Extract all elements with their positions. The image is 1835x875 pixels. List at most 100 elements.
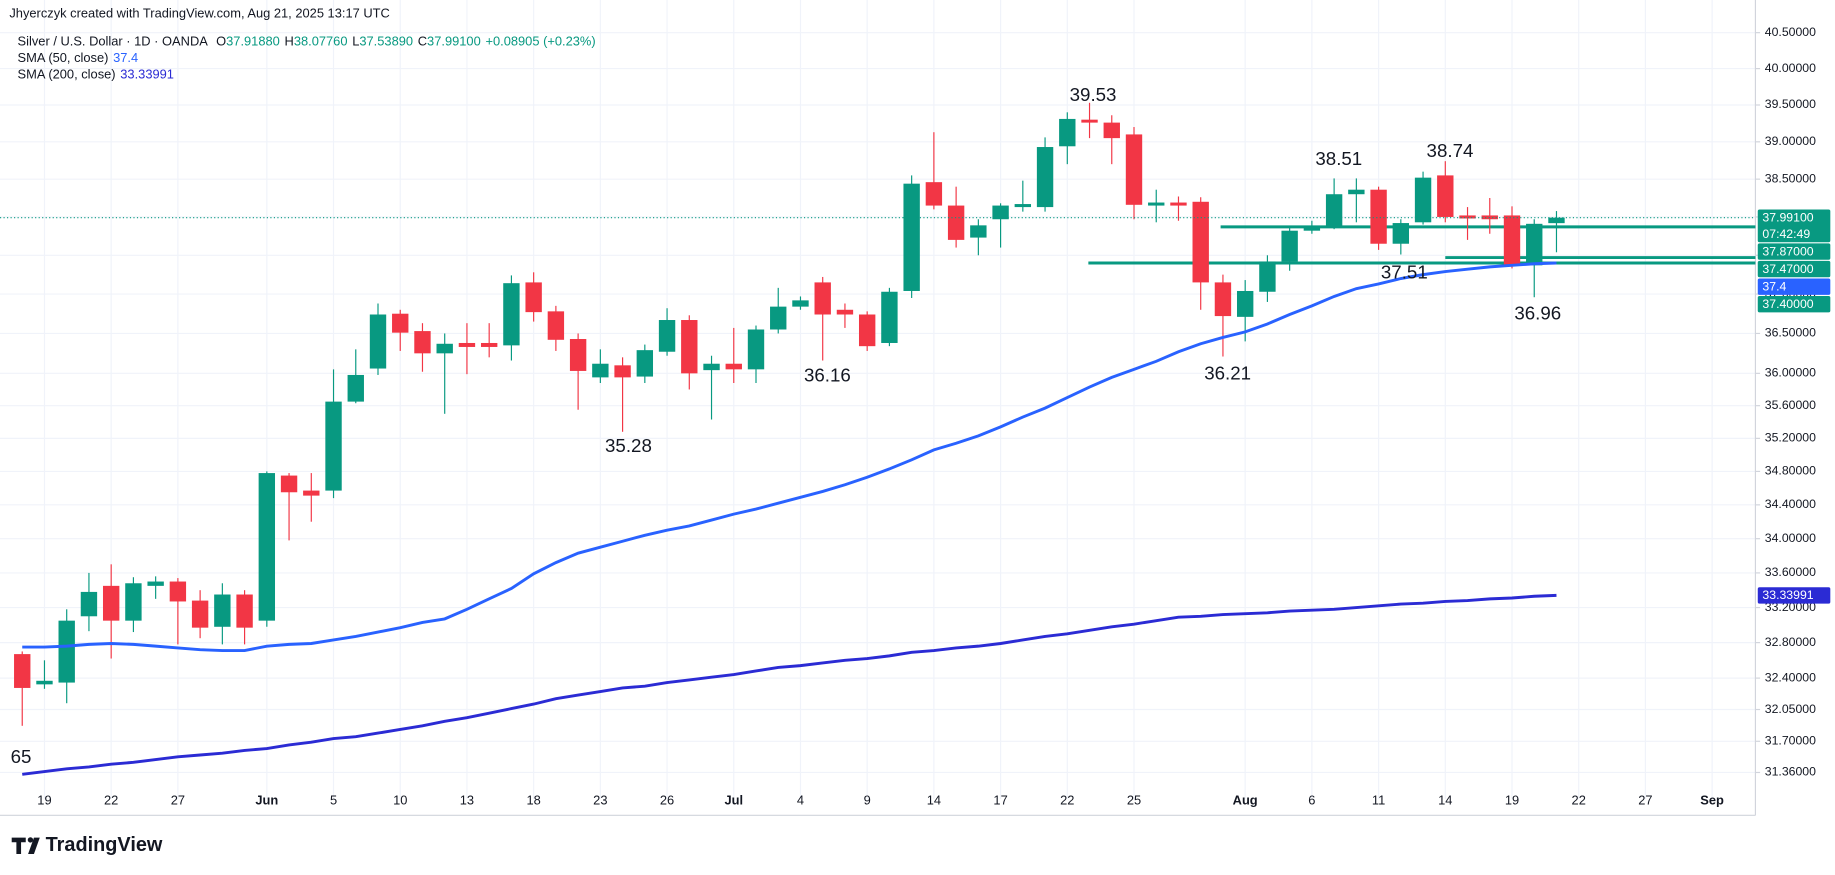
y-tick-label: 35.20000	[1765, 431, 1816, 445]
x-tick-label: 14	[1438, 793, 1452, 808]
candle-body	[1192, 201, 1209, 283]
candle-body	[325, 401, 342, 491]
y-tick-label: 32.40000	[1765, 670, 1816, 684]
candle-body	[1281, 230, 1298, 262]
x-tick-label: 25	[1127, 793, 1141, 808]
candle-body	[747, 329, 765, 370]
candle-body	[1526, 223, 1543, 266]
x-tick-label: 22	[1060, 793, 1074, 808]
indicator-row: SMA (200, close) 33.33991	[18, 67, 601, 83]
candle-body	[614, 365, 631, 378]
price-label-box	[1757, 243, 1831, 260]
candle-body	[125, 583, 142, 621]
annotation: 36.21	[1204, 362, 1251, 383]
candle-body	[881, 291, 898, 343]
x-tick-label: Aug	[1233, 793, 1258, 808]
candle-body	[102, 585, 120, 621]
y-tick-label: 32.80000	[1765, 635, 1816, 649]
y-tick-label: 40.50000	[1765, 25, 1816, 39]
change: +0.08905 (+0.23%)	[485, 35, 596, 50]
x-tick-label: 6	[1308, 793, 1315, 808]
price-label: 37.47000	[1762, 262, 1813, 276]
x-tick-label: 27	[1638, 793, 1652, 808]
candle-body	[970, 225, 987, 238]
candle-body	[1325, 194, 1343, 227]
ohlc-value: 37.53890	[359, 35, 414, 50]
candle-body	[236, 594, 253, 628]
x-tick-label: 23	[593, 793, 607, 808]
candle-body	[592, 363, 609, 378]
x-tick-label: 14	[927, 793, 941, 808]
annotation: 35.28	[605, 435, 652, 456]
candle-body	[1081, 119, 1098, 123]
price-label-box	[1757, 260, 1831, 278]
candle-body	[992, 205, 1009, 220]
ohlc-value: 38.07760	[293, 35, 348, 50]
x-tick-label: 18	[526, 793, 540, 808]
candle-body	[258, 473, 276, 621]
symbol-row: Silver / U.S. Dollar · 1D · OANDA O37.91…	[18, 34, 601, 50]
candle-body	[658, 320, 676, 352]
ohlc-item: H38.07760	[285, 35, 348, 49]
price-label: 37.4	[1762, 280, 1786, 294]
candle-body	[414, 331, 431, 354]
candle-body	[280, 475, 298, 493]
ohlc-value: 37.91880	[226, 35, 280, 50]
candle-body	[1437, 175, 1454, 217]
candle-body	[1014, 204, 1032, 208]
y-tick-label: 38.50000	[1765, 171, 1816, 185]
candle-body	[1059, 118, 1076, 147]
price-label: 37.87000	[1762, 244, 1813, 258]
y-tick-label: 36.50000	[1765, 326, 1816, 340]
x-tick-label: 4	[797, 793, 804, 808]
ohlc-label: H	[284, 35, 294, 50]
candle-body	[303, 490, 320, 496]
logo-mark	[28, 837, 40, 854]
ohlc-label: C	[417, 35, 428, 50]
candle-body	[1370, 189, 1387, 244]
candle-body	[1459, 215, 1476, 219]
candle-body	[903, 183, 920, 291]
candle-body	[369, 314, 387, 369]
price-label-box	[1757, 209, 1831, 243]
price-label: 37.40000	[1762, 297, 1813, 311]
x-tick-label: Jun	[255, 793, 278, 808]
candle-body	[1348, 189, 1365, 195]
candle-body	[36, 680, 53, 685]
candle-body	[14, 654, 31, 688]
x-tick-label: 13	[460, 793, 474, 808]
x-tick-label: 5	[330, 793, 337, 808]
candle-body	[681, 320, 698, 374]
x-tick-label: 27	[171, 793, 185, 808]
y-tick-label: 34.40000	[1765, 497, 1816, 511]
candle-body	[947, 205, 965, 240]
sma-line	[22, 261, 1557, 653]
candle-body	[814, 282, 831, 315]
annotation: 38.51	[1315, 148, 1362, 169]
candle-body	[1148, 202, 1165, 206]
candle-body	[525, 282, 542, 313]
x-tick-label: Jul	[724, 793, 743, 808]
candle-body	[1036, 147, 1054, 208]
candle-body	[547, 311, 565, 340]
ohlc-item: C37.99100	[418, 35, 481, 49]
y-tick-label: 39.00000	[1765, 134, 1816, 148]
annotation: 65	[11, 746, 32, 767]
candle-body	[1392, 223, 1410, 244]
indicator-row: SMA (50, close) 37.4	[18, 50, 601, 66]
annotation: 39.53	[1070, 84, 1117, 105]
grid	[0, 0, 1756, 799]
x-tick-label: 26	[660, 793, 674, 808]
price-label: 07:42:49	[1762, 227, 1810, 241]
candle-body	[636, 350, 654, 377]
annotation: 37.51	[1381, 262, 1428, 283]
x-tick-label: Sep	[1700, 793, 1724, 808]
annotation: 36.96	[1514, 303, 1561, 324]
indicator-value: 33.33991	[120, 67, 174, 82]
y-tick-label: 35.60000	[1765, 398, 1816, 412]
x-tick-label: 10	[393, 793, 407, 808]
price-label-box	[1757, 296, 1831, 313]
logo-mark	[11, 837, 26, 854]
indicator-value: 37.4	[113, 51, 139, 66]
